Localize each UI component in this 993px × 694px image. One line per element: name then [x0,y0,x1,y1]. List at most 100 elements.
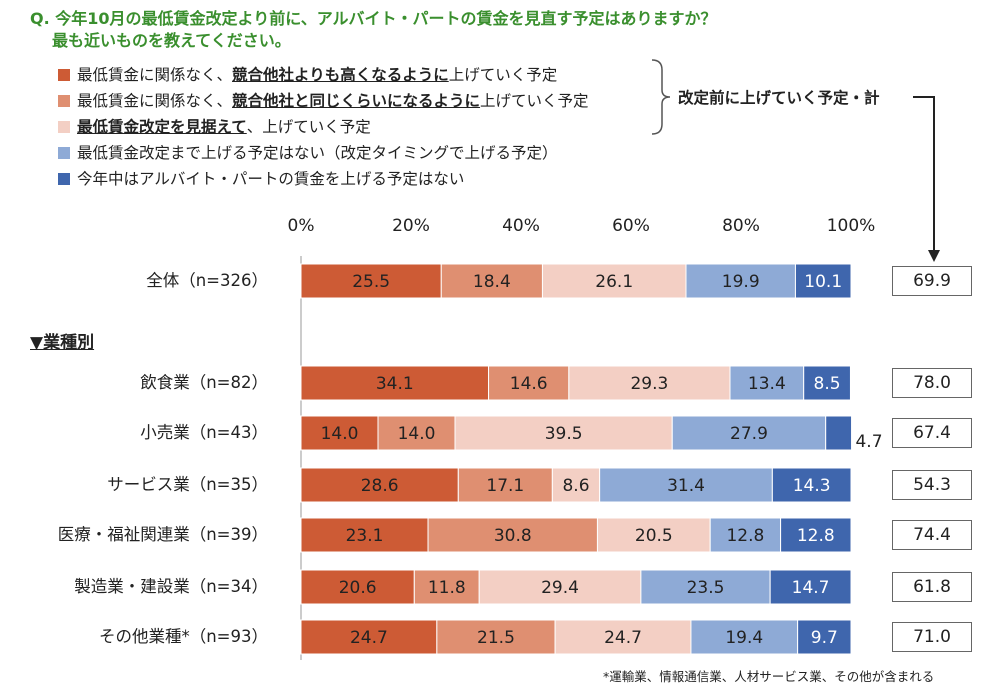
x-tick-label: 40% [502,216,540,236]
legend-text-5: 今年中はアルバイト・パートの賃金を上げる予定はない [77,170,465,188]
bar-value-label: 21.5 [477,628,515,648]
legend-item-5: 今年中はアルバイト・パートの賃金を上げる予定はない [58,168,464,190]
x-tick-label: 80% [722,216,760,236]
bar-segment [685,263,796,299]
bar-segment [568,365,731,401]
bar-value-label: 14.7 [792,578,830,598]
category-label: サービス業（n=35） [107,475,268,494]
brace-label: 改定前に上げていく予定・計 [678,89,880,107]
total-value-box: 71.0 [892,622,972,652]
legend-swatch-4 [58,147,70,159]
category-label: 全体（n=326） [146,271,268,290]
bar-value-label: 8.5 [814,374,841,394]
bar-segment [671,415,827,451]
legend-text-4: 最低賃金改定まで上げる予定はない（改定タイミングで上げる予定） [77,144,558,162]
legend-item-3: 最低賃金改定を見据えて、上げていく予定 [58,116,371,138]
bar-segment [803,365,851,401]
category-label: 製造業・建設業（n=34） [74,577,268,596]
bar-value-label: 23.5 [687,578,725,598]
category-label: 医療・福祉関連業（n=39） [57,525,268,544]
bar-value-label: 28.6 [361,476,399,496]
bar-value-label: 18.4 [473,272,511,292]
bar-value-label: 20.6 [339,578,377,598]
legend-swatch-5 [58,173,70,185]
category-label: 小売業（n=43） [140,423,268,442]
bar-value-label: 8.6 [562,476,589,496]
bar-segment [825,415,853,451]
bar-segment [794,263,852,299]
footnote: *運輸業、情報通信業、人材サービス業、その他が含まれる [603,669,935,684]
legend-item-1: 最低賃金に関係なく、競合他社よりも高くなるように上げていく予定 [58,64,557,86]
bar-segment [300,263,442,299]
bar-segment [551,467,601,503]
bar-value-label: 29.4 [541,578,579,598]
bar-value-label: 26.1 [595,272,633,292]
bar-value-label: 4.7 [855,432,882,452]
bar-segment [797,619,852,655]
question-line-1: Q. 今年10月の最低賃金改定より前に、アルバイト・パートの賃金を見直す予定はあ… [30,9,717,28]
legend-text-1b: 競合他社よりも高くなるように [232,66,449,84]
bar-segment [771,467,852,503]
bar-segment [300,517,429,553]
x-tick-label: 100% [826,216,876,236]
bar-segment [596,517,711,553]
total-value-box: 67.4 [892,418,972,448]
legend-text-2b: 競合他社と同じくらいになるように [232,92,481,110]
bar-segment [440,263,543,299]
bar-value-label: 31.4 [667,476,705,496]
legend-swatch-2 [58,95,70,107]
bar-value-label: 14.0 [321,424,359,444]
bar-segment [488,365,570,401]
bar-value-label: 19.4 [725,628,763,648]
bar-value-label: 12.8 [726,526,764,546]
bar-segment [769,569,852,605]
bar-value-label: 10.1 [804,272,842,292]
legend-text-2c: 上げていく予定 [480,92,589,110]
bar-value-label: 17.1 [486,476,524,496]
question-line-2: 最も近いものを教えてください。 [52,31,291,50]
bar-segment [454,415,673,451]
legend-text-3b: 最低賃金改定を見据えて [77,118,247,136]
legend-item-4: 最低賃金改定まで上げる予定はない（改定タイミングで上げる予定） [58,142,558,164]
bar-value-label: 34.1 [376,374,414,394]
bar-value-label: 39.5 [545,424,583,444]
category-label: 飲食業（n=82） [140,373,268,392]
x-tick-label: 60% [612,216,650,236]
bar-segment [300,415,379,451]
legend-swatch-1 [58,69,70,81]
question: Q. 今年10月の最低賃金改定より前に、アルバイト・パートの賃金を見直す予定はあ… [30,8,930,52]
legend-swatch-3 [58,121,70,133]
bar-value-label: 11.8 [428,578,466,598]
bar-value-label: 14.6 [510,374,548,394]
legend-text-1c: 上げていく予定 [448,66,558,84]
x-tick-label: 20% [392,216,430,236]
bar-segment [427,517,598,553]
x-tick-label: 0% [287,216,315,236]
bar-segment [780,517,852,553]
bar-value-label: 27.9 [730,424,768,444]
total-value-box: 74.4 [892,520,972,550]
bar-segment [478,569,642,605]
bar-segment [709,517,782,553]
legend-text-2a: 最低賃金に関係なく、 [77,92,233,110]
bar-segment [300,467,459,503]
bar-segment [300,569,415,605]
legend-item-2: 最低賃金に関係なく、競合他社と同じくらいになるように上げていく予定 [58,90,589,112]
bar-value-label: 25.5 [352,272,390,292]
bar-value-label: 19.9 [722,272,760,292]
bar-segment [300,365,490,401]
bar-segment [457,467,553,503]
bar-segment [541,263,687,299]
total-value-box: 78.0 [892,368,972,398]
bar-value-label: 20.5 [635,526,673,546]
total-value-box: 69.9 [892,266,972,296]
category-label: その他業種*（n=93） [98,627,268,646]
legend-text-1a: 最低賃金に関係なく、 [77,66,233,84]
bar-value-label: 14.0 [398,424,436,444]
bar-value-label: 24.7 [604,628,642,648]
bar-segment [599,467,773,503]
bar-value-label: 12.8 [797,526,835,546]
total-value-box: 54.3 [892,470,972,500]
group-label: ▼業種別 [30,333,95,353]
